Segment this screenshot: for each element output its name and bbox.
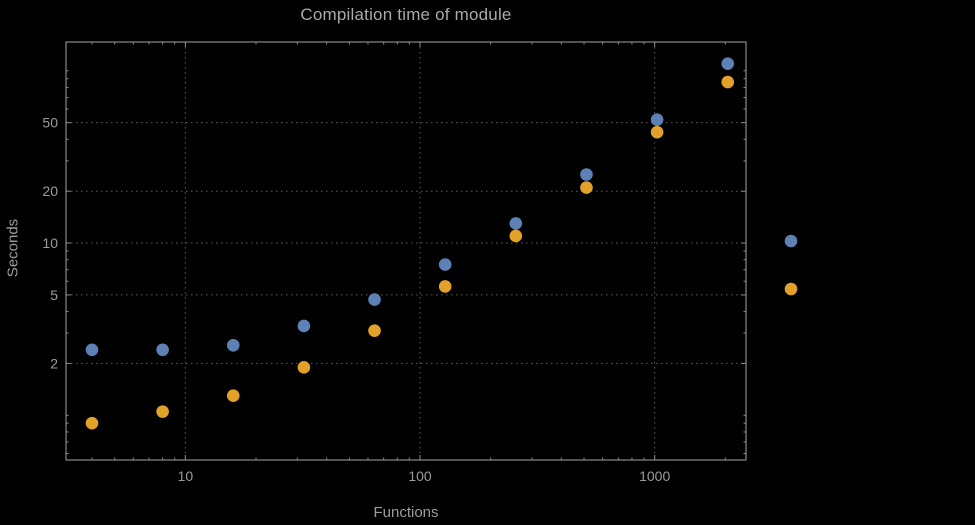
y-tick-label-50: 50 bbox=[42, 115, 58, 131]
y-tick-label-20: 20 bbox=[42, 183, 58, 199]
x-tick-label-1000: 1000 bbox=[639, 468, 670, 484]
point-series-1-blue-x1024 bbox=[650, 113, 664, 127]
plot-frame bbox=[65, 41, 747, 461]
point-series-2-orange-x2048 bbox=[721, 75, 735, 89]
y-tick-label-10: 10 bbox=[42, 235, 58, 251]
y-tick-label-2: 2 bbox=[50, 355, 58, 371]
point-series-2-orange-x128 bbox=[438, 280, 452, 293]
legend-marker-series-2-orange bbox=[784, 282, 798, 296]
y-tick-label-5: 5 bbox=[50, 287, 58, 303]
x-axis-label: Functions bbox=[373, 504, 439, 521]
point-series-1-blue-x16 bbox=[226, 338, 240, 352]
point-series-1-blue-x2048 bbox=[721, 57, 735, 70]
point-series-2-orange-x8 bbox=[156, 405, 169, 418]
x-tick-label-100: 100 bbox=[408, 468, 432, 484]
point-series-2-orange-x1024 bbox=[650, 125, 664, 139]
point-series-2-orange-x512 bbox=[580, 181, 593, 194]
point-series-1-blue-x8 bbox=[156, 343, 169, 357]
point-series-1-blue-x64 bbox=[368, 293, 381, 306]
chart-title: Compilation time of module bbox=[300, 5, 512, 24]
point-series-1-blue-x256 bbox=[509, 217, 523, 230]
point-series-1-blue-x128 bbox=[438, 258, 452, 271]
point-series-2-orange-x32 bbox=[297, 360, 311, 374]
point-series-2-orange-x256 bbox=[509, 229, 523, 243]
point-series-2-orange-x4 bbox=[85, 416, 99, 430]
point-series-2-orange-x16 bbox=[226, 389, 240, 402]
x-tick-label-10: 10 bbox=[178, 468, 194, 484]
point-series-1-blue-x4 bbox=[85, 343, 99, 357]
point-series-1-blue-x512 bbox=[580, 168, 593, 181]
legend-marker-series-1-blue bbox=[784, 234, 798, 248]
point-series-1-blue-x32 bbox=[297, 319, 311, 333]
point-series-2-orange-x64 bbox=[368, 324, 381, 337]
